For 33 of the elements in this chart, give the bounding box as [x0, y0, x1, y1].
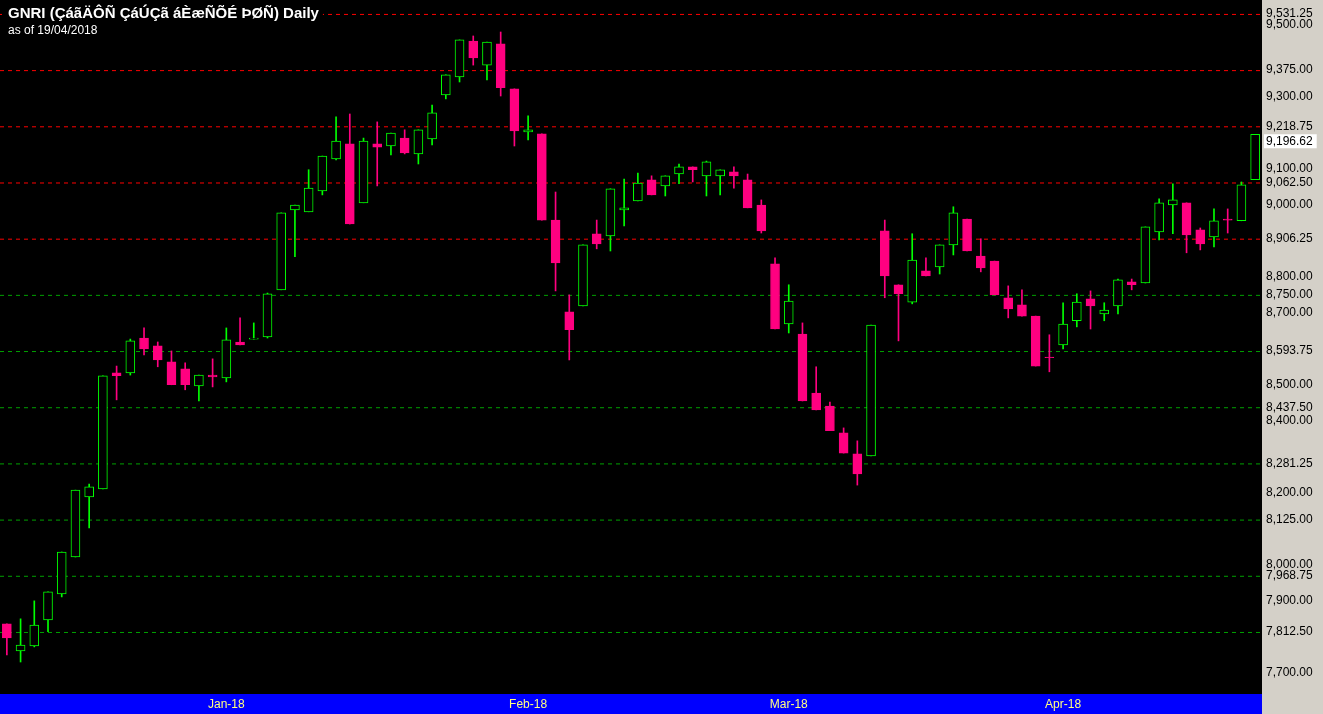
- y-tick-label: 7,700.00: [1266, 664, 1314, 679]
- y-tick-label: 8,700.00: [1266, 305, 1314, 320]
- y-tick-label: 8,000.00: [1266, 556, 1314, 571]
- x-tick-label: Apr-18: [1045, 696, 1082, 711]
- ref-line-label: 8,750.00: [1266, 287, 1314, 302]
- ref-line-label: 9,062.50: [1266, 174, 1314, 189]
- y-tick-label: 9,100.00: [1266, 161, 1314, 176]
- chart-title: GNRI (ÇáãÄÔÑ ÇáÚÇã áÈæÑÕÉ ÞØÑ) Daily: [8, 4, 320, 21]
- ref-line-label: 8,281.25: [1266, 455, 1314, 470]
- x-tick-label: Jan-18: [207, 696, 245, 711]
- ref-line-label: 9,375.00: [1266, 62, 1314, 77]
- ref-line-label: 9,218.75: [1266, 118, 1314, 133]
- x-tick-label: Mar-18: [769, 696, 809, 711]
- y-tick-label: 9,000.00: [1266, 197, 1314, 212]
- text: 9,196.62: [1266, 133, 1314, 148]
- y-tick-label: 8,400.00: [1266, 413, 1314, 428]
- ref-line-label: 7,812.50: [1266, 624, 1314, 639]
- y-tick-label: 8,500.00: [1266, 377, 1314, 392]
- ref-line-label: 8,906.25: [1266, 230, 1314, 245]
- ref-line-label: 7,968.75: [1266, 568, 1314, 583]
- candlestick: [84, 483, 94, 529]
- ref-line-label: 8,125.00: [1266, 511, 1314, 526]
- candlestick: [248, 322, 259, 340]
- x-tick-label: Feb-18: [509, 696, 548, 711]
- y-tick-label: 7,900.00: [1266, 592, 1314, 607]
- y-tick-label: 8,800.00: [1266, 269, 1314, 284]
- ref-line-label: 8,593.75: [1266, 343, 1314, 358]
- ref-line-label: 8,437.50: [1266, 399, 1314, 414]
- text: as of 19/04/2018: [8, 23, 98, 37]
- candlestick: [523, 115, 533, 141]
- y-tick-label: 9,300.00: [1266, 89, 1314, 104]
- y-tick-label: 8,200.00: [1266, 484, 1314, 499]
- candlestick: [1222, 208, 1233, 234]
